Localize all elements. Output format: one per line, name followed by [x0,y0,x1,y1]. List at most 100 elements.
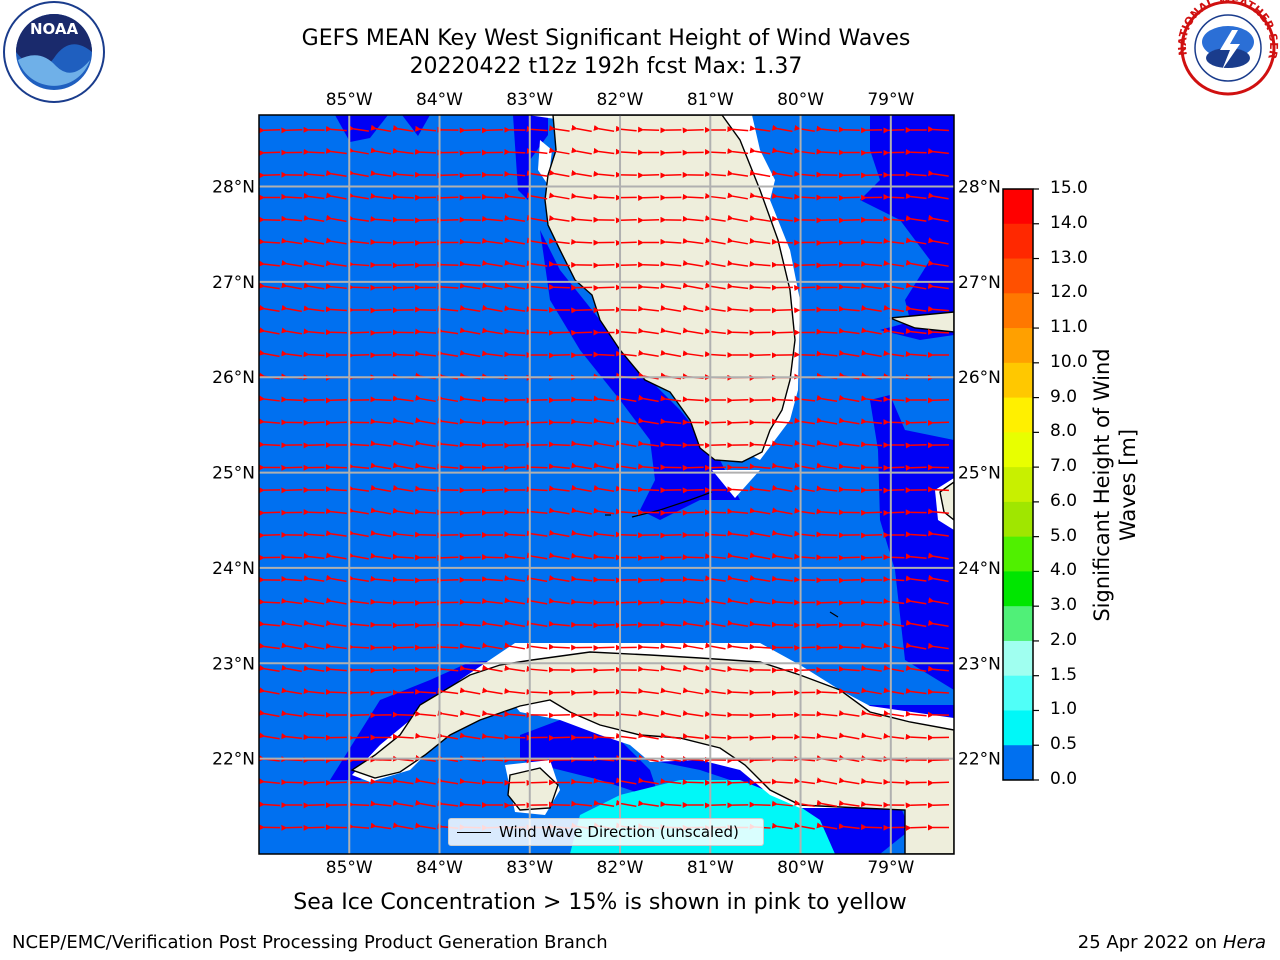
wave-direction-arrow [392,284,414,291]
lon-tick-label-bottom: 81°W [687,858,734,878]
wave-direction-arrow [771,307,793,314]
wave-direction-arrow [727,192,748,200]
wave-direction-arrow [861,395,882,402]
wave-direction-arrow [459,260,481,267]
isla-juventud [507,767,559,811]
wave-direction-arrow [281,327,303,335]
wave-direction-arrow [816,417,838,425]
wave-direction-arrow [415,394,436,403]
colorbar-tick-label: 15.0 [1050,178,1088,198]
wave-direction-arrow [860,801,883,808]
wave-direction-arrow [660,801,682,808]
wave-direction-arrow [593,733,615,740]
wave-direction-arrow [348,147,369,155]
wave-direction-arrow [303,711,325,718]
wave-direction-arrow [325,283,347,290]
wave-direction-arrow [682,576,704,583]
wave-direction-arrow [303,553,325,560]
wave-direction-arrow [392,262,414,269]
wave-direction-arrow [860,778,882,785]
wave-direction-arrow [482,282,503,290]
wave-direction-arrow [771,822,793,830]
wave-direction-arrow [504,553,526,560]
wave-direction-arrow [548,192,570,200]
wave-direction-arrow [259,282,280,290]
wave-direction-arrow [838,305,860,312]
wave-direction-arrow [905,282,927,290]
wave-direction-arrow [682,327,704,335]
wave-direction-arrow [927,397,950,404]
wave-direction-arrow [437,417,459,425]
colorbar-band [1003,606,1033,642]
wave-direction-arrow [526,170,548,177]
colorbar-band [1003,536,1033,572]
wave-direction-arrow [437,577,459,584]
wave-direction-arrow [415,439,436,448]
wave-direction-arrow [660,260,682,267]
date-text: 25 Apr 2022 on [1077,932,1218,953]
wave-direction-arrow [259,327,280,335]
wave-direction-arrow [504,328,526,335]
wave-direction-arrow [615,799,637,808]
wave-direction-arrow [928,574,949,583]
wave-direction-arrow [281,259,303,268]
wave-direction-arrow [927,552,949,560]
wave-direction-arrow [437,305,459,312]
wave-direction-arrow [571,215,593,222]
wave-direction-arrow [771,396,793,403]
wave-direction-arrow [638,710,659,717]
colorbar-tick-label: 12.0 [1050,282,1088,303]
wave-direction-arrow [303,351,325,358]
lon-tick-label-bottom: 79°W [867,858,914,878]
wave-direction-arrow [504,259,525,268]
wave-direction-arrow [816,732,838,740]
wave-direction-arrow [905,642,927,650]
wave-direction-arrow [727,574,748,583]
wave-direction-arrow [348,352,370,359]
wave-direction-arrow [281,487,303,494]
wave-direction-arrow [459,418,481,425]
wave-direction-arrow [370,529,392,537]
wave-direction-arrow [861,732,882,740]
colorbar-band [1003,397,1033,433]
wave-direction-arrow [504,192,526,200]
wave-direction-arrow [281,237,303,245]
wave-direction-arrow [905,597,927,605]
wave-direction-arrow [392,484,414,493]
wave-direction-arrow [838,440,860,447]
wave-direction-arrow [660,327,682,335]
wave-direction-arrow [348,215,369,222]
colorbar-band [1003,362,1033,399]
wave-direction-arrow [861,599,883,606]
wave-direction-arrow [660,643,682,650]
wave-direction-arrow [838,732,860,740]
wave-direction-arrow [749,597,771,605]
wave-direction-arrow [660,149,682,156]
wave-direction-arrow [838,283,860,290]
wave-direction-arrow [749,192,771,200]
wave-direction-arrow [838,327,860,335]
wave-direction-arrow [771,329,793,336]
wave-direction-arrow [548,238,570,245]
wave-direction-arrow [638,800,659,807]
wave-direction-arrow [348,192,369,200]
wave-direction-arrow [370,307,392,314]
wave-direction-arrow [749,147,771,155]
wave-direction-arrow [615,394,637,403]
wave-direction-arrow [303,442,325,449]
wave-direction-arrow [415,599,437,606]
wave-direction-arrow [259,709,280,718]
wave-direction-arrow [392,351,414,358]
wave-direction-arrow [771,215,793,222]
wave-direction-arrow [526,237,548,245]
wave-direction-arrow [794,507,815,515]
wave-direction-arrow [437,463,459,470]
wave-direction-arrow [771,484,793,493]
wave-direction-arrow [303,665,325,672]
wave-direction-arrow [615,508,637,515]
wave-direction-arrow [682,710,704,717]
wave-direction-arrow [905,193,927,200]
wave-direction-arrow [414,508,437,515]
wave-direction-arrow [861,305,882,312]
wave-direction-arrow [281,193,303,200]
